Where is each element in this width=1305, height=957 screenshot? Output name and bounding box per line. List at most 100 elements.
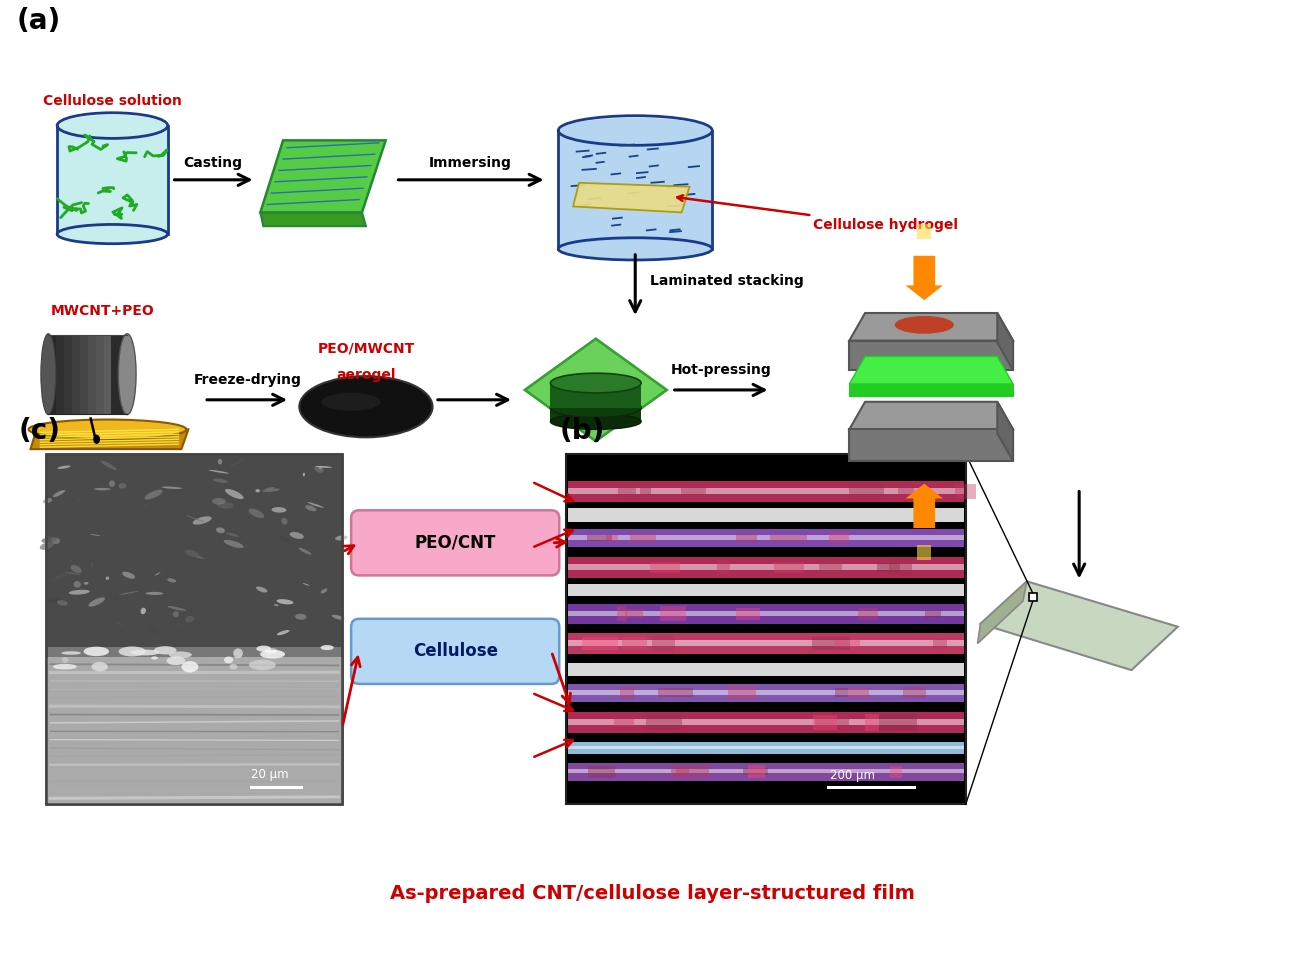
Text: 20 μm: 20 μm — [252, 768, 290, 781]
Ellipse shape — [551, 398, 641, 417]
Bar — [658, 688, 693, 697]
Bar — [568, 611, 963, 616]
Bar — [1028, 593, 1036, 601]
Ellipse shape — [560, 118, 710, 144]
Ellipse shape — [167, 657, 185, 665]
Polygon shape — [261, 141, 386, 212]
Ellipse shape — [295, 613, 307, 620]
Bar — [551, 404, 641, 421]
Bar — [568, 529, 963, 546]
Polygon shape — [850, 341, 1013, 370]
Text: Cellulose solution: Cellulose solution — [43, 94, 181, 108]
Ellipse shape — [73, 581, 81, 588]
Text: Immersing: Immersing — [429, 156, 512, 170]
Ellipse shape — [559, 237, 713, 260]
Bar — [829, 532, 850, 544]
Bar — [748, 766, 765, 778]
Ellipse shape — [261, 488, 279, 492]
Bar — [848, 484, 885, 500]
Bar — [639, 488, 651, 495]
Polygon shape — [850, 313, 1013, 341]
FancyBboxPatch shape — [351, 619, 560, 684]
Polygon shape — [30, 430, 188, 449]
Ellipse shape — [211, 498, 226, 504]
Ellipse shape — [167, 578, 176, 583]
FancyArrow shape — [917, 224, 932, 239]
Bar — [568, 480, 963, 502]
Ellipse shape — [256, 489, 260, 492]
Bar — [625, 610, 643, 618]
Bar — [816, 719, 850, 726]
Ellipse shape — [315, 466, 324, 473]
Polygon shape — [977, 581, 1027, 643]
Ellipse shape — [57, 465, 70, 469]
Ellipse shape — [84, 582, 89, 585]
Ellipse shape — [256, 587, 268, 592]
Ellipse shape — [224, 657, 234, 663]
Bar — [770, 535, 808, 541]
Ellipse shape — [162, 486, 181, 489]
Text: Freeze-drying: Freeze-drying — [193, 373, 301, 387]
Ellipse shape — [290, 532, 304, 539]
Ellipse shape — [59, 115, 166, 137]
Ellipse shape — [320, 466, 321, 470]
Bar — [659, 607, 685, 621]
Ellipse shape — [279, 537, 295, 545]
Ellipse shape — [141, 608, 146, 614]
Ellipse shape — [43, 498, 52, 503]
Ellipse shape — [264, 648, 278, 654]
Text: (a): (a) — [17, 7, 61, 34]
Bar — [671, 766, 709, 778]
Ellipse shape — [305, 505, 316, 511]
Ellipse shape — [145, 490, 163, 500]
Ellipse shape — [167, 606, 187, 611]
Bar — [889, 560, 912, 575]
Ellipse shape — [89, 597, 104, 607]
Bar — [835, 688, 848, 698]
Polygon shape — [850, 430, 1013, 461]
Ellipse shape — [223, 540, 244, 548]
Ellipse shape — [42, 537, 57, 543]
Bar — [834, 640, 860, 647]
Polygon shape — [261, 212, 365, 226]
Bar — [568, 746, 963, 749]
FancyArrow shape — [906, 483, 944, 528]
Ellipse shape — [130, 650, 159, 656]
Ellipse shape — [39, 542, 54, 550]
Bar — [630, 534, 655, 542]
Ellipse shape — [303, 583, 309, 586]
Ellipse shape — [57, 225, 167, 244]
Ellipse shape — [266, 487, 275, 490]
Ellipse shape — [234, 649, 243, 658]
Bar — [95, 335, 103, 413]
Bar — [890, 766, 902, 778]
Ellipse shape — [226, 532, 239, 537]
Text: Cellulose hydrogel: Cellulose hydrogel — [677, 195, 958, 233]
Bar — [607, 535, 617, 541]
Ellipse shape — [112, 594, 121, 600]
Bar — [613, 719, 634, 725]
Bar — [568, 640, 963, 646]
Text: As-prepared CNT/cellulose layer-structured film: As-prepared CNT/cellulose layer-structur… — [390, 883, 915, 902]
Ellipse shape — [209, 470, 230, 474]
Ellipse shape — [299, 547, 312, 555]
Bar — [80, 335, 87, 413]
Bar — [813, 715, 838, 730]
Ellipse shape — [277, 599, 294, 605]
Bar — [72, 335, 80, 413]
Ellipse shape — [551, 413, 641, 430]
Ellipse shape — [316, 466, 331, 468]
Ellipse shape — [217, 527, 224, 533]
Ellipse shape — [69, 590, 90, 594]
Ellipse shape — [40, 334, 56, 414]
Bar — [622, 636, 647, 651]
Bar — [568, 763, 963, 781]
Ellipse shape — [57, 600, 68, 606]
Ellipse shape — [61, 657, 68, 663]
Bar — [582, 636, 619, 650]
Ellipse shape — [84, 647, 110, 657]
Bar — [681, 487, 706, 497]
Ellipse shape — [185, 616, 194, 622]
Text: Cellulose: Cellulose — [412, 642, 497, 660]
Polygon shape — [850, 384, 1013, 396]
